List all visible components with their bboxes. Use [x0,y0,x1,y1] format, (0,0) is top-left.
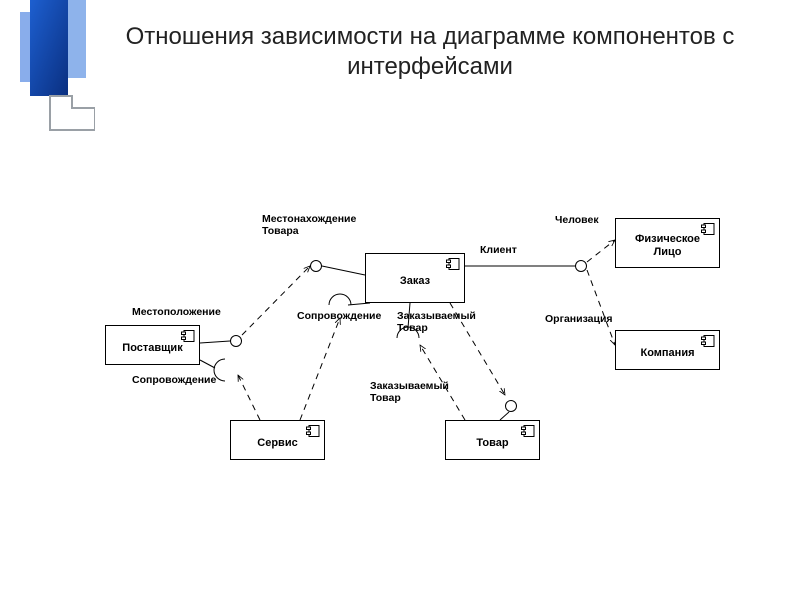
component-label: Сервис [237,427,318,450]
interface-if_client [575,260,587,272]
diagram-label-l_client: Клиент [480,244,517,256]
edge [300,318,340,420]
component-product: Товар [445,420,540,460]
edge [587,270,615,345]
component-person: Физическое Лицо [615,218,720,268]
component-diagram: Поставщик Заказ Сервис Товар Физическое Лицо… [0,0,800,600]
component-service: Сервис [230,420,325,460]
edge [587,240,615,262]
edge [242,266,310,335]
interface-if_goods_loc [310,260,322,272]
diagram-label-l_support1: Сопровождение [132,374,216,386]
edge [500,412,509,420]
component-label: Товар [452,427,533,450]
component-supplier: Поставщик [105,325,200,365]
edge [238,375,260,420]
diagram-label-l_support2: Сопровождение [297,310,381,322]
diagram-label-l_person: Человек [555,214,599,226]
interface-if_order_prod [505,400,517,412]
edge [348,303,370,305]
diagram-label-l_org: Организация [545,313,613,325]
interface-if_location [230,335,242,347]
component-order: Заказ [365,253,465,303]
edge [200,360,215,368]
diagram-label-l_location: Местоположение [132,306,221,318]
component-company: Компания [615,330,720,370]
diagram-label-l_order_prod1: Заказываемый Товар [397,310,476,334]
component-label: Поставщик [112,332,193,355]
diagram-label-l_goods_loc: Местонахождение Товара [262,213,356,237]
socket-sock_support_ord [329,294,351,305]
diagram-label-l_order_prod2: Заказываемый Товар [370,380,449,404]
component-label: Компания [622,337,713,360]
edge [200,341,230,343]
component-label: Физическое Лицо [622,225,713,259]
component-label: Заказ [372,260,458,288]
edge [322,266,365,275]
